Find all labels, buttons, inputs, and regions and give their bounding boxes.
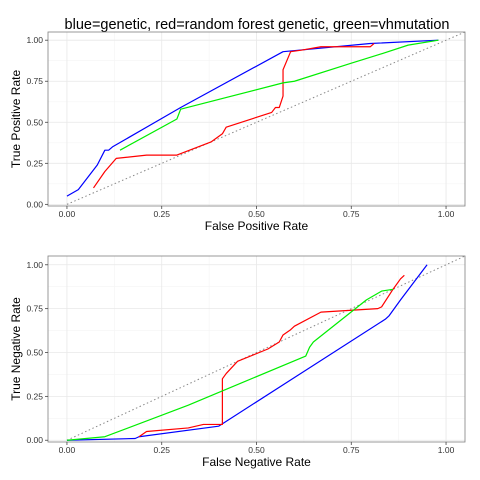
y-tick-label: 0.75: [26, 304, 43, 314]
x-tick-label: 1.00: [438, 445, 455, 455]
x-tick-label: 0.50: [248, 209, 265, 219]
diagonal-reference-line: [66, 31, 466, 205]
y-axis-label: True Positive Rate: [9, 70, 23, 169]
grid-lines: [48, 256, 465, 442]
series-line-genetic: [66, 264, 428, 441]
x-tick-label: 0.25: [153, 445, 170, 455]
grid-lines: [48, 32, 465, 206]
series-line-genetic: [66, 39, 439, 197]
y-tick-label: 0.00: [26, 199, 43, 209]
x-tick-label: 0.25: [153, 209, 170, 219]
axis-ticks: 0.00 0.25 0.50 0.75 1.00 0.00 0.25 0.50 0.75 1.00: [26, 35, 454, 219]
figure-title: blue=genetic, red=random forest genetic,…: [65, 17, 450, 33]
y-tick-label: 0.50: [26, 348, 43, 358]
y-tick-label: 0.50: [26, 117, 43, 127]
x-axis-label: False Negative Rate: [202, 455, 311, 469]
x-tick-label: 0.75: [343, 209, 360, 219]
series-line-rf_genetic: [138, 274, 405, 438]
series-line-vhmutation: [66, 288, 394, 441]
axis-ticks: 0.00 0.25 0.50 0.75 1.00 0.00 0.25 0.50 0.75 1.00: [26, 260, 454, 455]
diagonal-reference-line: [66, 255, 466, 441]
x-tick-label: 0.00: [59, 209, 76, 219]
series-lines: [66, 39, 439, 197]
y-tick-label: 0.25: [26, 391, 43, 401]
x-tick-label: 0.75: [343, 445, 360, 455]
panel-bottom-tnr-vs-fnr: 0.00 0.25 0.50 0.75 1.00 0.00 0.25 0.50 0.75 1.00…: [9, 255, 466, 469]
series-lines: [66, 264, 428, 441]
x-tick-label: 1.00: [438, 209, 455, 219]
y-tick-label: 0.75: [26, 76, 43, 86]
y-tick-label: 0.25: [26, 158, 43, 168]
y-axis-label: True Negative Rate: [9, 297, 23, 401]
panel-top-tpr-vs-fpr: 0.00 0.25 0.50 0.75 1.00 0.00 0.25 0.50 0.75 1.00…: [9, 31, 466, 233]
x-tick-label: 0.00: [59, 445, 76, 455]
series-line-rf_genetic: [92, 43, 375, 189]
series-line-vhmutation: [119, 39, 439, 151]
y-tick-label: 1.00: [26, 35, 43, 45]
x-axis-label: False Positive Rate: [205, 219, 309, 233]
y-tick-label: 0.00: [26, 435, 43, 445]
y-tick-label: 1.00: [26, 260, 43, 270]
x-tick-label: 0.50: [248, 445, 265, 455]
